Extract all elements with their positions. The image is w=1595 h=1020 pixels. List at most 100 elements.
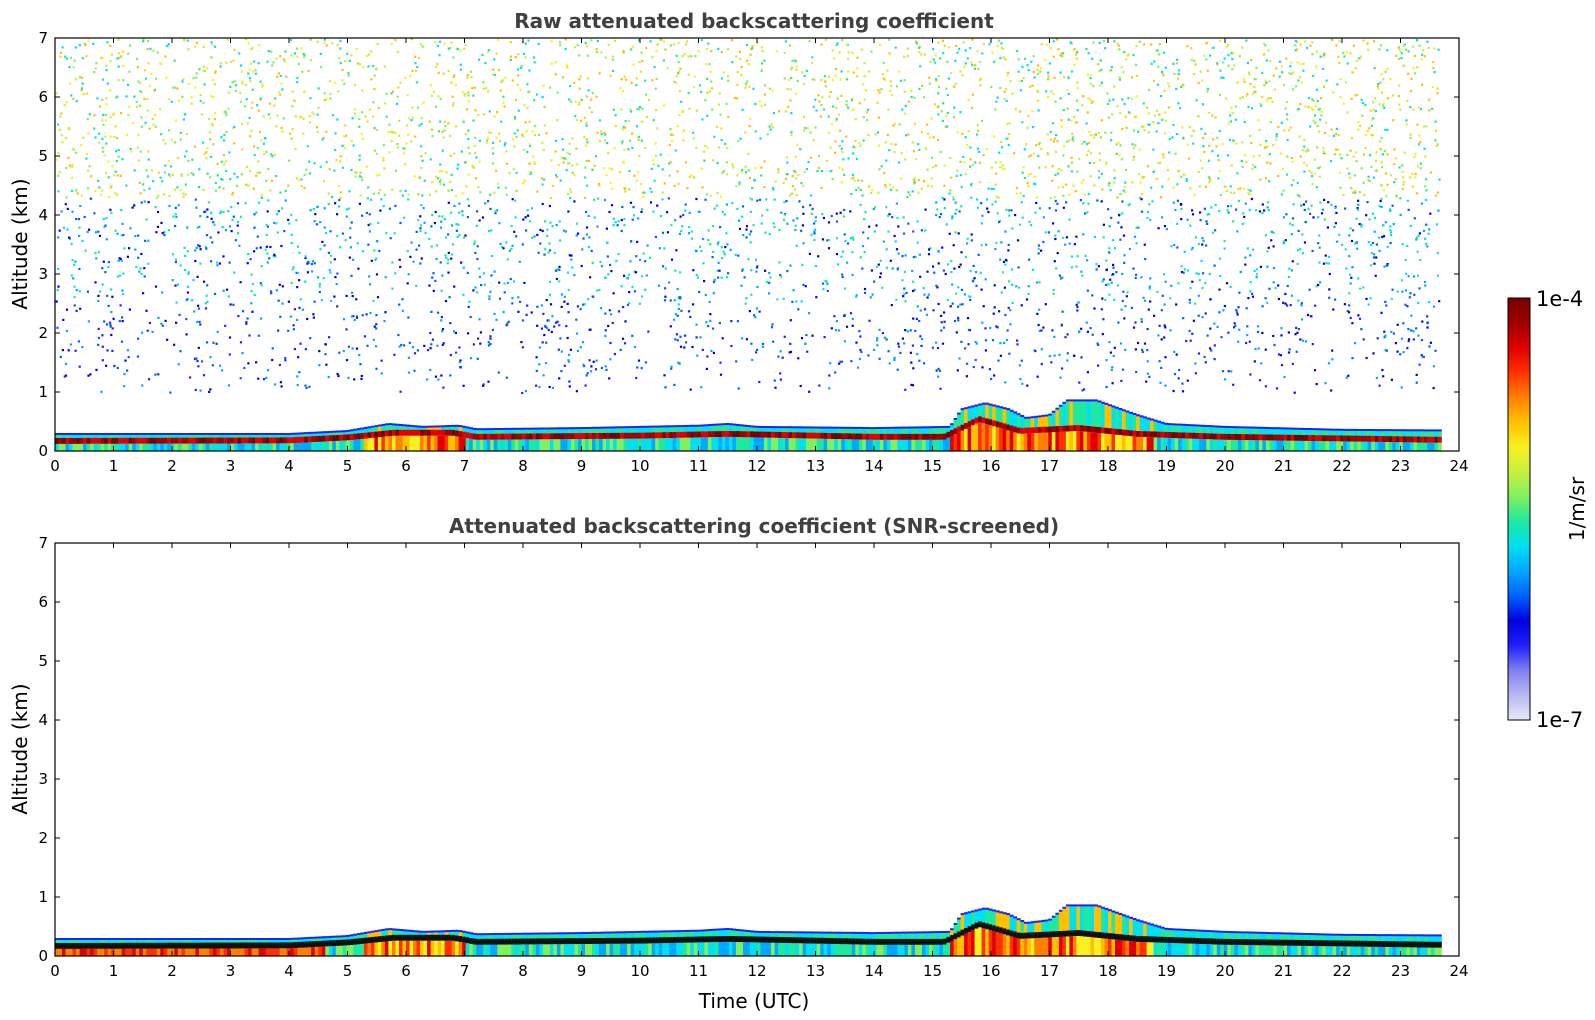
noise-pixel — [137, 337, 140, 340]
noise-pixel — [416, 349, 419, 352]
noise-pixel — [939, 150, 942, 154]
noise-pixel — [1407, 50, 1410, 53]
noise-pixel — [484, 202, 487, 205]
noise-pixel — [168, 129, 171, 132]
noise-pixel — [1314, 304, 1317, 307]
noise-pixel — [1367, 303, 1370, 306]
noise-pixel — [1053, 354, 1056, 357]
noise-pixel — [356, 62, 359, 65]
noise-pixel — [1068, 139, 1071, 142]
noise-pixel — [1051, 179, 1054, 182]
noise-pixel — [558, 220, 561, 223]
noise-pixel — [943, 198, 946, 201]
noise-pixel — [461, 91, 464, 94]
noise-pixel — [442, 136, 445, 139]
noise-pixel — [1206, 334, 1209, 337]
noise-pixel — [546, 234, 549, 237]
noise-pixel — [898, 161, 901, 164]
noise-pixel — [877, 116, 880, 119]
noise-pixel — [521, 391, 524, 395]
noise-pixel — [1357, 128, 1360, 131]
noise-pixel — [1286, 155, 1289, 158]
noise-pixel — [681, 225, 684, 228]
noise-pixel — [928, 136, 931, 139]
noise-pixel — [596, 131, 599, 135]
noise-pixel — [1181, 83, 1185, 86]
noise-pixel — [294, 115, 297, 118]
noise-pixel — [454, 331, 457, 335]
noise-pixel — [1019, 377, 1022, 381]
noise-pixel — [813, 228, 816, 231]
noise-pixel — [772, 222, 775, 225]
noise-pixel — [226, 38, 229, 42]
noise-pixel — [834, 74, 837, 77]
noise-pixel — [851, 173, 855, 176]
noise-pixel — [756, 265, 759, 268]
noise-pixel — [300, 178, 303, 181]
noise-pixel — [621, 128, 624, 131]
noise-pixel — [1132, 155, 1136, 158]
noise-pixel — [1045, 90, 1048, 93]
noise-pixel — [950, 271, 953, 274]
noise-pixel — [720, 246, 723, 249]
noise-pixel — [510, 224, 513, 228]
noise-pixel — [1344, 207, 1347, 210]
noise-pixel — [1215, 145, 1218, 148]
noise-pixel — [1075, 99, 1079, 102]
noise-pixel — [1350, 239, 1354, 243]
noise-pixel — [404, 77, 407, 80]
noise-pixel — [420, 117, 423, 120]
noise-pixel — [99, 290, 102, 293]
noise-pixel — [999, 160, 1002, 164]
noise-pixel — [846, 242, 850, 245]
noise-pixel — [220, 210, 223, 213]
noise-pixel — [474, 151, 477, 155]
noise-pixel — [923, 180, 926, 183]
noise-pixel — [1110, 139, 1113, 142]
noise-pixel — [647, 98, 650, 102]
noise-pixel — [863, 61, 866, 65]
noise-pixel — [1291, 224, 1294, 227]
noise-pixel — [299, 298, 302, 301]
noise-pixel — [1224, 97, 1227, 100]
noise-pixel — [989, 326, 992, 330]
noise-pixel — [1180, 85, 1183, 88]
noise-pixel — [804, 126, 807, 130]
noise-pixel — [102, 113, 105, 116]
noise-pixel — [959, 160, 962, 163]
noise-pixel — [884, 78, 887, 82]
noise-pixel — [1402, 44, 1405, 47]
noise-pixel — [109, 44, 112, 47]
noise-pixel — [1183, 250, 1186, 253]
noise-pixel — [1405, 119, 1408, 122]
noise-pixel — [1419, 258, 1422, 262]
noise-pixel — [112, 317, 115, 320]
noise-pixel — [1079, 199, 1082, 202]
noise-pixel — [122, 272, 125, 275]
noise-pixel — [1303, 170, 1306, 173]
noise-pixel — [591, 92, 594, 95]
noise-pixel — [1047, 74, 1050, 77]
noise-pixel — [78, 226, 81, 229]
noise-pixel — [187, 82, 190, 85]
noise-pixel — [1326, 226, 1329, 229]
noise-pixel — [744, 302, 747, 305]
noise-pixel — [614, 124, 617, 128]
noise-pixel — [140, 125, 143, 128]
noise-pixel — [856, 67, 859, 70]
noise-pixel — [489, 335, 492, 338]
noise-pixel — [1197, 242, 1200, 246]
noise-pixel — [218, 186, 221, 189]
noise-pixel — [863, 251, 866, 254]
noise-pixel — [247, 184, 250, 187]
noise-pixel — [189, 376, 192, 379]
noise-pixel — [1260, 104, 1263, 107]
noise-pixel — [232, 127, 235, 130]
noise-pixel — [186, 250, 189, 253]
noise-pixel — [1021, 382, 1024, 385]
noise-pixel — [717, 47, 720, 50]
noise-pixel — [403, 216, 406, 219]
noise-pixel — [1303, 241, 1307, 244]
noise-pixel — [273, 221, 276, 225]
noise-pixel — [1261, 95, 1264, 99]
